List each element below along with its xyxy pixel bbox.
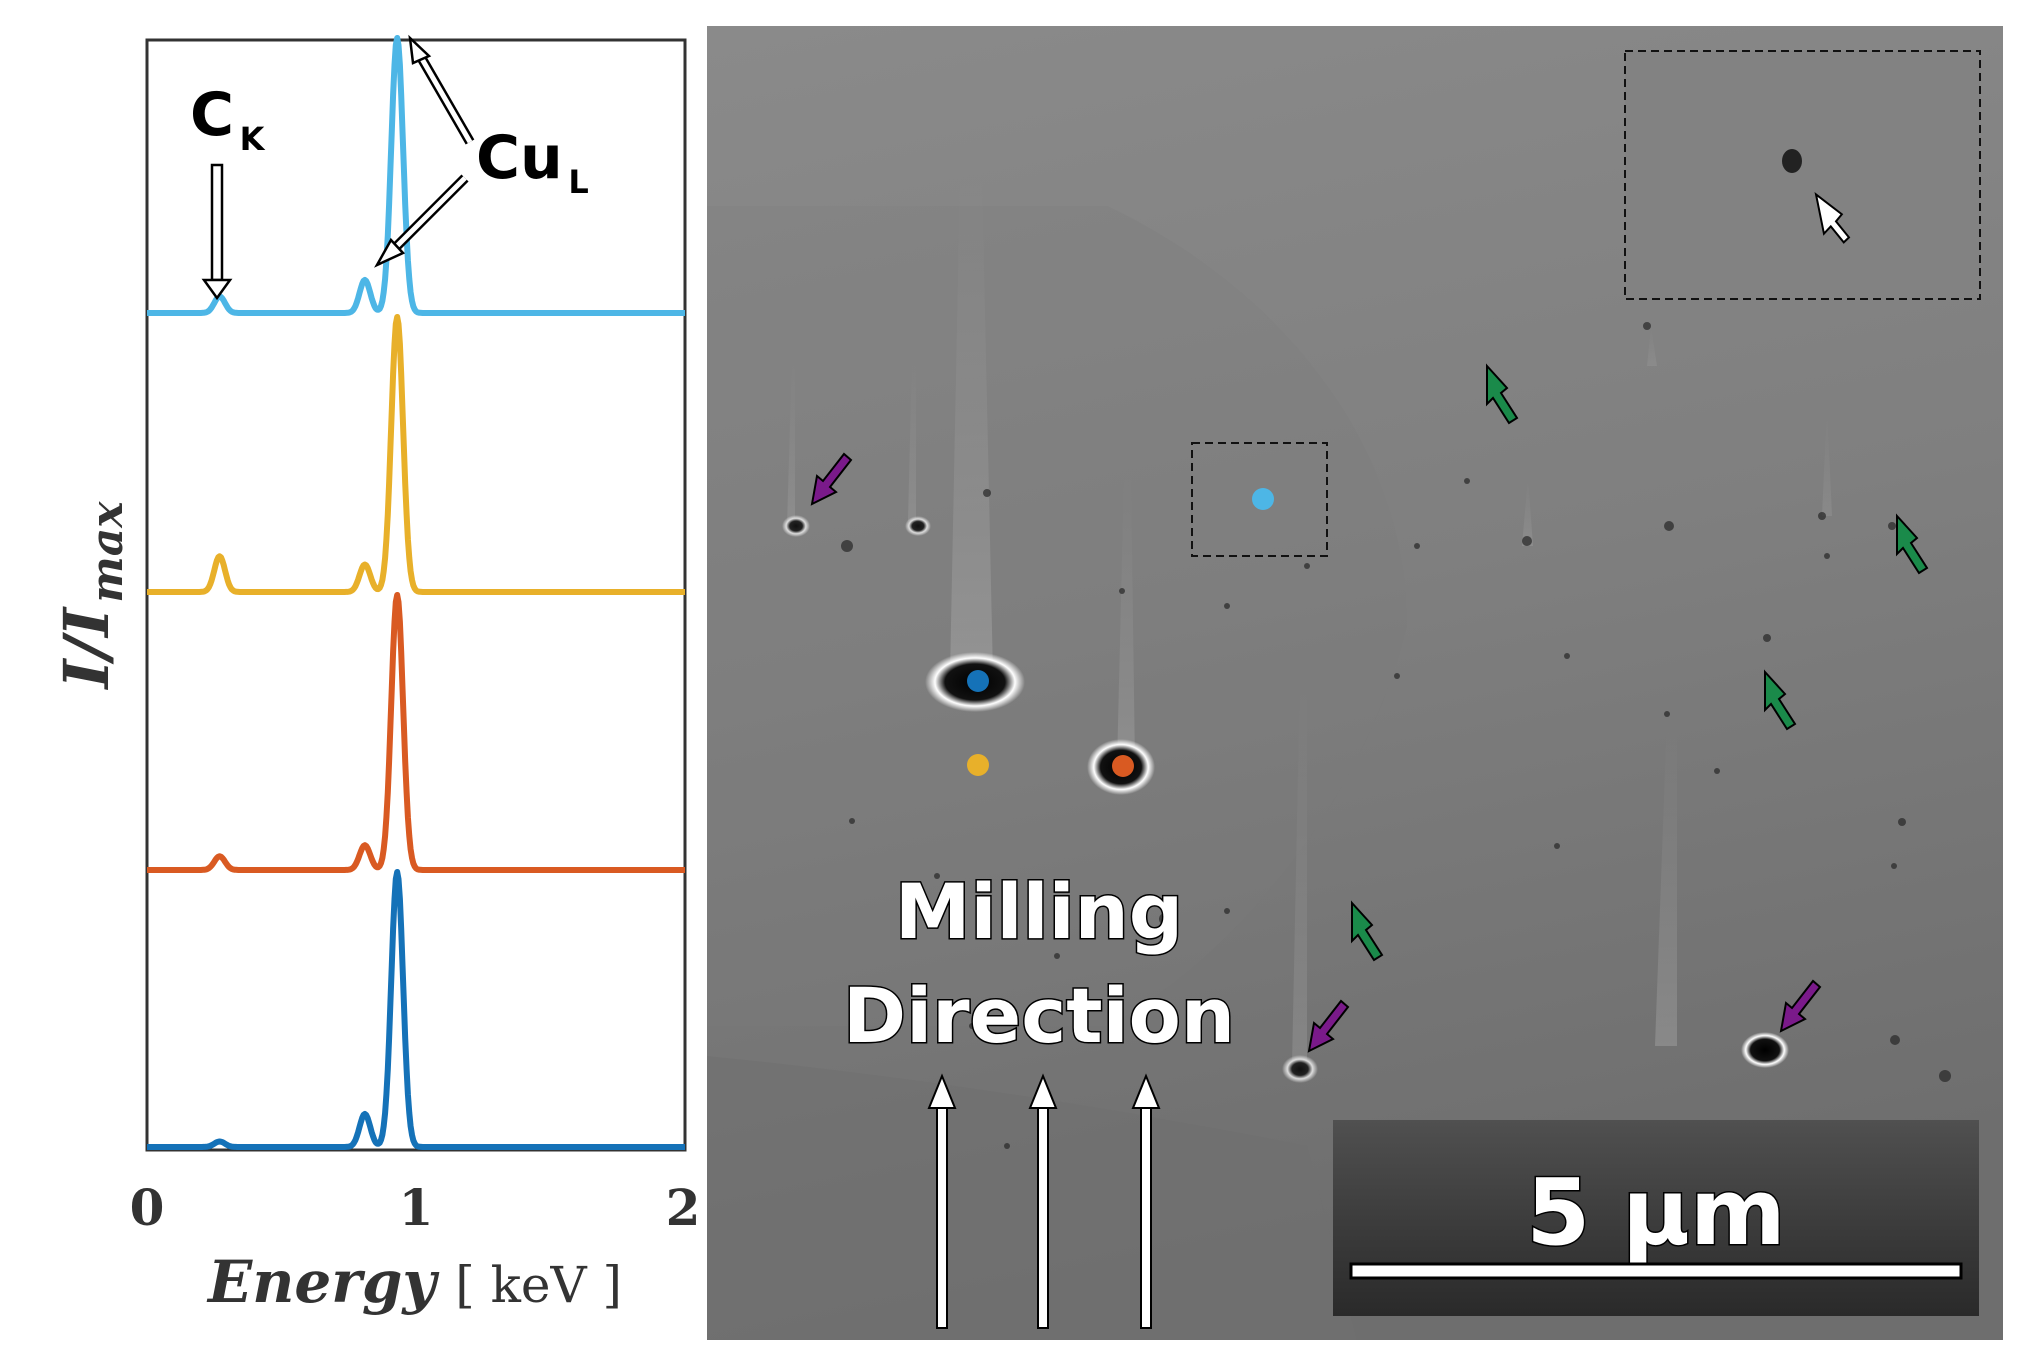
spectrum-line-2: [145, 314, 687, 595]
x-tick-label-2: 2: [666, 1178, 701, 1237]
mid-region: [707, 206, 1407, 1026]
pit-lower-right: [1741, 1032, 1789, 1068]
eds-spectra-chart: 0 1 2 Energy [ keV ] I/I max C K Cu L: [50, 34, 701, 1316]
zoom-inset: [1624, 50, 1981, 300]
surface-defects: [841, 322, 1951, 1149]
green-arrow-3: [1764, 669, 1797, 731]
x-tick-label-0: 0: [130, 1178, 165, 1237]
x-axis-unit: [ keV ]: [455, 1256, 622, 1314]
pit-left-2: [905, 516, 931, 536]
marker-light-blue: [1252, 488, 1274, 510]
ck-annotation: C K: [190, 80, 266, 158]
pit-lower-mid: [1282, 1055, 1318, 1083]
purple-arrow-1: [810, 452, 853, 506]
scale-bar-label: 5 µm: [1526, 1159, 1786, 1266]
x-axis-label-main: Energy: [206, 1248, 440, 1316]
cul-annotation: Cu L: [476, 123, 589, 201]
milling-arrow-right: [1131, 1073, 1161, 1329]
pit-left-1: [782, 515, 810, 537]
purple-arrow-3: [1779, 979, 1822, 1033]
green-arrow-4: [1351, 900, 1384, 962]
ck-annotation-sub: K: [240, 120, 266, 158]
spectrum-line-3: [145, 592, 687, 873]
cul-annotation-main: Cu: [476, 123, 563, 193]
ck-annotation-main: C: [190, 80, 234, 150]
lower-region: [707, 1056, 1357, 1340]
green-arrow-2: [1896, 513, 1929, 575]
y-axis-label: I/I max: [50, 501, 133, 691]
y-axis-label-main: I/I: [50, 606, 123, 691]
spectra-layer: [145, 35, 687, 1150]
spectrum-line-4: [145, 869, 687, 1150]
inset-white-arrow: [1814, 192, 1851, 244]
milling-direction-arrows: [927, 1073, 1161, 1329]
marker-orange: [1112, 755, 1134, 777]
cul-arrow-upper: [408, 34, 475, 145]
purple-arrow-2: [1307, 999, 1350, 1053]
marker-yellow: [967, 754, 989, 776]
milling-arrow-left: [927, 1073, 957, 1329]
x-tick-label-1: 1: [399, 1178, 434, 1237]
scale-bar-line: [1349, 1262, 1963, 1280]
green-arrows: [1351, 363, 1929, 962]
green-arrow-1: [1486, 363, 1519, 425]
cul-annotation-sub: L: [568, 163, 588, 201]
cul-arrow-lower: [374, 174, 469, 268]
ck-arrow: [201, 163, 233, 301]
x-axis-label: Energy [ keV ]: [206, 1248, 622, 1316]
sem-micrograph: Milling Direction 5 µm: [707, 26, 2003, 1340]
direction-label: Direction: [843, 971, 1235, 1060]
scale-bar: 5 µm: [1333, 1120, 1979, 1316]
milling-arrow-center: [1028, 1073, 1058, 1329]
y-axis-label-sub: max: [82, 501, 133, 603]
milling-streaks: [787, 176, 1832, 1066]
milling-label: Milling: [895, 867, 1183, 956]
purple-arrows: [810, 452, 1822, 1053]
inset-source-box: [1191, 442, 1328, 557]
marker-blue: [967, 670, 989, 692]
spectrum-line-1: [145, 35, 687, 316]
